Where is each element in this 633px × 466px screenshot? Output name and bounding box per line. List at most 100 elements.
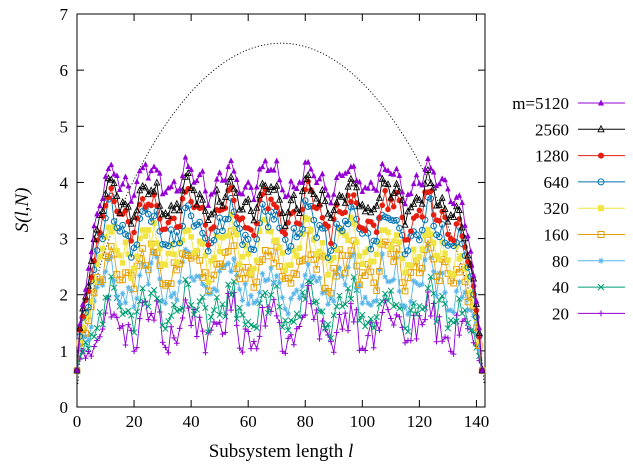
data-point	[182, 246, 189, 253]
data-point	[84, 281, 92, 289]
data-point	[430, 168, 437, 175]
data-point	[467, 248, 474, 254]
data-point	[361, 272, 369, 279]
data-point	[187, 301, 195, 309]
data-point	[119, 310, 126, 318]
data-point	[97, 333, 103, 340]
data-point	[398, 231, 406, 239]
legend-item: 80	[552, 252, 625, 271]
data-point	[302, 272, 309, 278]
data-point	[376, 241, 383, 247]
data-point	[82, 355, 89, 361]
data-point	[412, 193, 421, 201]
data-point	[216, 169, 223, 175]
data-point	[268, 196, 274, 203]
data-point	[253, 235, 261, 243]
data-point	[401, 220, 409, 228]
data-point	[450, 279, 457, 287]
data-point	[378, 174, 386, 182]
data-point	[202, 187, 209, 194]
data-point	[253, 345, 260, 352]
series-m=5120	[74, 153, 485, 373]
data-point	[430, 300, 437, 307]
data-point	[427, 273, 434, 280]
data-point	[119, 221, 126, 229]
data-point	[393, 179, 401, 187]
data-point	[324, 254, 332, 261]
data-point	[356, 282, 363, 288]
data-point	[125, 182, 132, 189]
x-tick-label: 140	[464, 412, 490, 431]
data-point	[427, 244, 435, 252]
data-point	[179, 195, 186, 202]
series-2560	[73, 165, 486, 374]
data-point	[393, 232, 400, 238]
data-point	[171, 178, 177, 184]
data-point	[472, 299, 480, 307]
data-point	[176, 223, 183, 230]
data-point	[168, 323, 174, 330]
data-point	[256, 191, 264, 199]
data-point	[173, 199, 181, 207]
data-point	[239, 253, 246, 260]
data-point	[258, 179, 266, 187]
data-point	[151, 163, 157, 170]
data-point	[301, 197, 309, 204]
data-point	[598, 205, 604, 212]
data-point	[370, 298, 377, 305]
data-point	[202, 283, 209, 289]
data-point	[227, 291, 235, 299]
data-point	[430, 255, 437, 263]
data-point	[88, 324, 95, 330]
data-point	[384, 180, 392, 188]
data-point	[114, 172, 120, 179]
data-point	[416, 236, 423, 244]
data-point	[88, 353, 95, 359]
data-point	[90, 333, 98, 340]
data-point	[388, 315, 394, 322]
data-point	[139, 195, 146, 202]
data-point	[134, 344, 140, 351]
data-point	[165, 349, 172, 356]
data-point	[191, 277, 197, 284]
data-point	[161, 209, 169, 217]
data-point	[131, 229, 137, 236]
data-point	[339, 229, 346, 236]
data-point	[413, 257, 420, 263]
data-point	[333, 246, 340, 253]
data-point	[462, 289, 468, 295]
data-point	[111, 311, 117, 317]
data-point	[433, 338, 440, 345]
data-point	[238, 205, 247, 213]
data-point	[430, 212, 437, 218]
data-point	[253, 220, 260, 227]
data-point	[125, 307, 132, 314]
data-point	[470, 283, 477, 289]
data-point	[148, 310, 154, 317]
data-point	[176, 240, 183, 246]
legend-item: 40	[552, 278, 625, 297]
data-point	[439, 270, 446, 276]
data-point	[221, 192, 229, 200]
data-point	[156, 216, 163, 222]
data-point	[365, 332, 371, 339]
data-point	[313, 251, 320, 257]
data-point	[328, 295, 334, 301]
data-point	[91, 298, 97, 305]
data-point	[359, 261, 366, 268]
data-point	[204, 215, 212, 223]
data-point	[242, 326, 249, 332]
data-point	[210, 307, 218, 314]
data-point	[368, 179, 374, 185]
data-point	[419, 214, 426, 220]
data-point	[330, 255, 337, 261]
data-point	[219, 234, 226, 241]
data-point	[82, 309, 89, 316]
data-point	[205, 279, 212, 286]
data-point	[456, 192, 463, 198]
data-point	[347, 295, 355, 303]
data-point	[185, 163, 192, 170]
data-point	[184, 202, 192, 209]
data-point	[293, 253, 300, 259]
data-point	[379, 309, 386, 316]
